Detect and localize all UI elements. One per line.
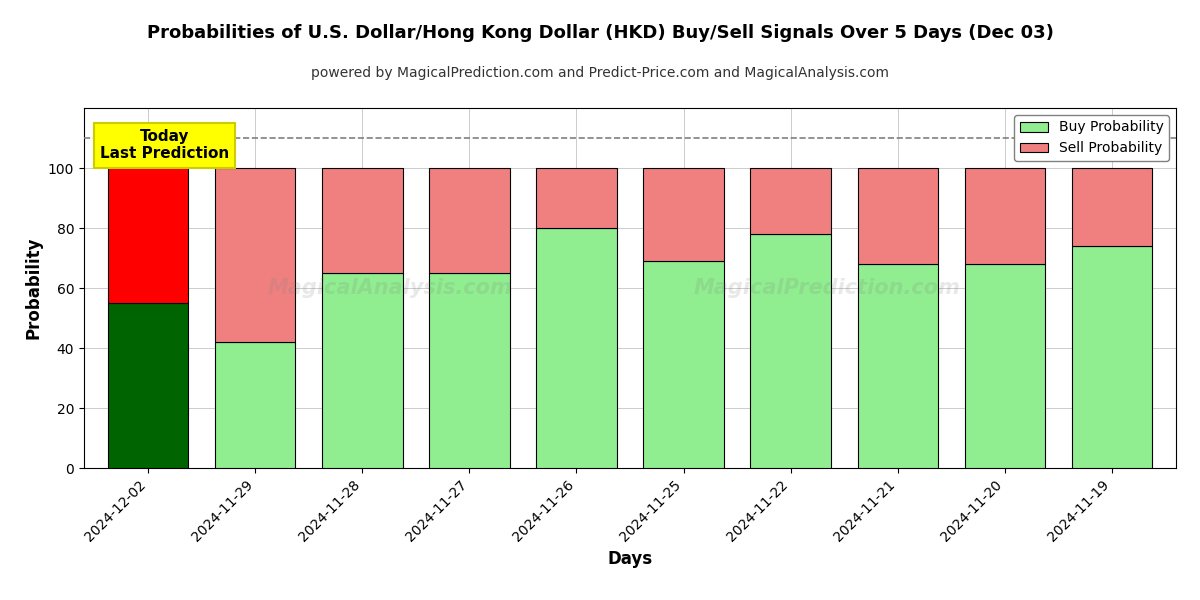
Bar [108, 168, 188, 303]
Bar [858, 264, 937, 468]
Text: powered by MagicalPrediction.com and Predict-Price.com and MagicalAnalysis.com: powered by MagicalPrediction.com and Pre… [311, 66, 889, 80]
Bar [965, 168, 1045, 264]
Y-axis label: Probability: Probability [24, 237, 42, 339]
Bar [215, 342, 295, 468]
Bar [750, 168, 830, 234]
Text: Today
Last Prediction: Today Last Prediction [100, 129, 229, 161]
Legend: Buy Probability, Sell Probability: Buy Probability, Sell Probability [1014, 115, 1169, 161]
Bar [323, 273, 402, 468]
Bar [750, 234, 830, 468]
Bar [536, 228, 617, 468]
Bar [430, 168, 510, 273]
Bar [965, 264, 1045, 468]
Bar [1072, 246, 1152, 468]
Bar [536, 168, 617, 228]
Text: Probabilities of U.S. Dollar/Hong Kong Dollar (HKD) Buy/Sell Signals Over 5 Days: Probabilities of U.S. Dollar/Hong Kong D… [146, 24, 1054, 42]
Bar [108, 303, 188, 468]
Bar [643, 168, 724, 261]
Bar [215, 168, 295, 342]
Bar [323, 168, 402, 273]
X-axis label: Days: Days [607, 550, 653, 568]
Bar [858, 168, 937, 264]
Text: MagicalAnalysis.com: MagicalAnalysis.com [268, 278, 512, 298]
Text: MagicalPrediction.com: MagicalPrediction.com [694, 278, 960, 298]
Bar [643, 261, 724, 468]
Bar [1072, 168, 1152, 246]
Bar [430, 273, 510, 468]
